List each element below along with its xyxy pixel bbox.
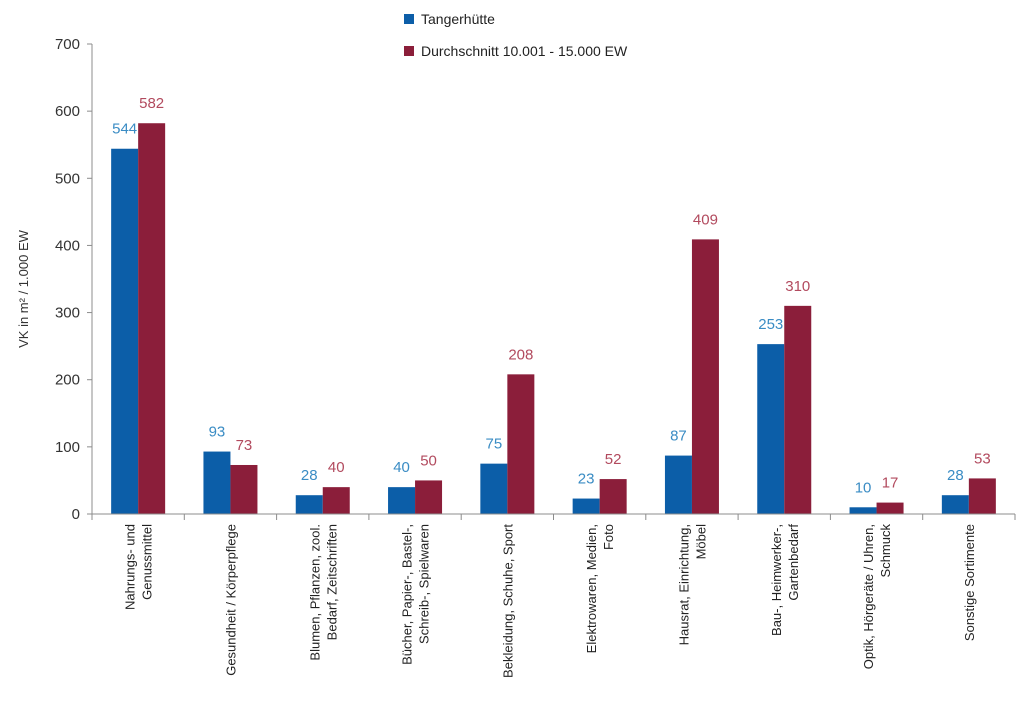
x-category-label: Bau-, Heimwerker-, Gartenbedarf xyxy=(769,524,801,636)
bar-tangerhuette xyxy=(849,507,877,514)
y-tick-label: 300 xyxy=(55,305,80,322)
bar-durchschnitt xyxy=(322,487,350,514)
data-label: 409 xyxy=(693,211,718,228)
x-category-label-line: Optik, Hörgeräte / Uhren, xyxy=(861,524,876,669)
legend: Tangerhütte Durchschnitt 10.001 - 15.000 … xyxy=(404,11,628,59)
y-axis: 0 100 200 300 400 500 600 700 VK in m² / 1.000 E… xyxy=(16,36,93,523)
bar-durchschnitt xyxy=(876,502,904,514)
y-tick-label: 100 xyxy=(55,439,80,456)
x-category-label-line: Schmuck xyxy=(878,524,893,578)
data-label: 17 xyxy=(882,475,899,492)
bar-durchschnitt xyxy=(138,123,166,514)
data-label: 544 xyxy=(112,121,137,138)
x-category-label: Optik, Hörgeräte / Uhren, Schmuck xyxy=(861,524,893,670)
x-category-label-line: Genussmittel xyxy=(140,524,155,600)
data-label: 28 xyxy=(301,467,318,484)
y-tick-label: 200 xyxy=(55,372,80,389)
x-category-label: Nahrungs- und Genussmittel xyxy=(123,524,155,610)
data-label: 50 xyxy=(420,452,437,469)
bar-tangerhuette xyxy=(757,344,785,514)
bar-durchschnitt xyxy=(507,374,535,514)
x-category-label-line: Hausrat, Einrichtung, xyxy=(676,524,691,645)
x-category-label-line: Bücher, Papier-, Bastel-, xyxy=(400,524,415,665)
y-tick-label: 400 xyxy=(55,237,80,254)
data-label: 10 xyxy=(855,479,872,496)
bar-tangerhuette xyxy=(572,498,600,514)
bar-tangerhuette xyxy=(295,495,323,514)
x-category-label-line: Bau-, Heimwerker-, xyxy=(769,524,784,636)
data-label: 75 xyxy=(486,436,503,453)
y-tick-label: 700 xyxy=(55,36,80,53)
bar-durchschnitt xyxy=(415,480,443,514)
x-category-label-line: Gartenbedarf xyxy=(786,524,801,601)
x-category-label-line: Sonstige Sortimente xyxy=(962,524,977,641)
data-label: 23 xyxy=(578,471,595,488)
bar-tangerhuette xyxy=(941,495,969,514)
x-category-label: Bücher, Papier-, Bastel-, Schreib-, Spiel… xyxy=(400,524,432,665)
data-label: 87 xyxy=(670,428,687,445)
bar-tangerhuette xyxy=(388,487,416,514)
x-category-label-line: Bekleidung, Schuhe, Sport xyxy=(500,524,515,678)
bars xyxy=(111,123,996,514)
x-category-label: Blumen, Pflanzen, zool. Bedarf, Zeitschri… xyxy=(307,524,339,661)
data-label: 253 xyxy=(758,316,783,333)
y-tick-label: 600 xyxy=(55,103,80,120)
data-label: 208 xyxy=(508,346,533,363)
x-category-label-line: Foto xyxy=(601,524,616,550)
y-tick-label: 0 xyxy=(72,506,80,523)
data-label: 73 xyxy=(236,437,253,454)
x-category-label: Bekleidung, Schuhe, Sport xyxy=(500,524,515,678)
x-category-label: Sonstige Sortimente xyxy=(962,524,977,641)
data-label: 40 xyxy=(328,459,345,476)
legend-label-1: Durchschnitt 10.001 - 15.000 EW xyxy=(421,43,628,59)
data-label: 52 xyxy=(605,451,622,468)
y-tick-label: 500 xyxy=(55,170,80,187)
x-category-label-line: Bedarf, Zeitschriften xyxy=(324,524,339,640)
data-label: 53 xyxy=(974,450,991,467)
bar-durchschnitt xyxy=(784,305,812,514)
bar-tangerhuette xyxy=(664,455,692,514)
y-axis-title: VK in m² / 1.000 EW xyxy=(16,229,31,347)
bar-durchschnitt xyxy=(230,464,258,514)
data-label: 93 xyxy=(209,424,226,441)
bar-durchschnitt xyxy=(599,479,627,514)
bar-tangerhuette xyxy=(111,148,139,514)
legend-swatch-1 xyxy=(404,46,414,56)
legend-swatch-0 xyxy=(404,14,414,24)
data-label: 28 xyxy=(947,467,964,484)
x-category-label: Gesundheit / Körperpflege xyxy=(223,524,238,676)
bar-tangerhuette xyxy=(480,463,508,514)
x-category-label: Elektrowaren, Medien, Foto xyxy=(584,524,616,653)
bar-tangerhuette xyxy=(203,451,231,514)
x-category-label-line: Nahrungs- und xyxy=(123,524,138,610)
data-labels: 544 93 28 40 75 23 87 253 10 28 582 73 40 50 208 52 409 3… xyxy=(112,95,991,496)
x-category-label-line: Gesundheit / Körperpflege xyxy=(223,524,238,676)
x-category-label-line: Elektrowaren, Medien, xyxy=(584,524,599,653)
data-label: 582 xyxy=(139,95,164,112)
x-category-label-line: Schreib-, Spielwaren xyxy=(417,524,432,644)
x-category-label: Hausrat, Einrichtung, Möbel xyxy=(676,524,708,646)
x-category-label-line: Blumen, Pflanzen, zool. xyxy=(307,524,322,661)
bar-durchschnitt xyxy=(691,239,719,514)
data-label: 40 xyxy=(393,459,410,476)
bar-durchschnitt xyxy=(968,478,996,514)
x-category-label-line: Möbel xyxy=(693,524,708,560)
x-axis: Nahrungs- und Genussmittel Gesundheit / Kö… xyxy=(91,513,1016,678)
data-label: 310 xyxy=(785,278,810,295)
legend-label-0: Tangerhütte xyxy=(421,11,495,27)
